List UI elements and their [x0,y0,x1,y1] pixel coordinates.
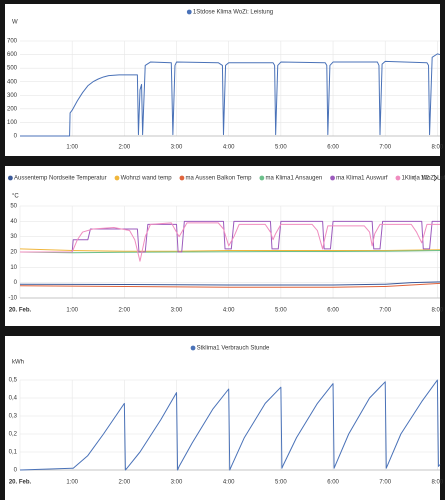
x-tick-label: 6:00 [327,480,339,486]
x-tick-label: 6:00 [327,308,339,314]
panel [5,336,440,500]
y-tick-label: 0 [14,468,18,474]
x-tick-label: 8:00 [432,308,444,314]
y-tick-label: 0,3 [9,414,18,420]
legend-label: ma Klima1 Auswurf [336,176,388,182]
y-tick-label: 50 [10,204,17,210]
y-tick-label: 40 [10,219,17,225]
legend-marker [7,175,13,181]
series-line [20,222,440,262]
y-tick-label: 10 [10,265,17,271]
y-tick-label: 100 [7,120,18,126]
x-tick-label: 2:00 [119,308,131,314]
legend-label: Stklima1 Verbrauch Stunde [197,346,270,352]
legend-label: 1Stdose Klima WoZi: Leistung [193,10,273,16]
x-tick-label: 7:00 [379,480,391,486]
x-tick-label: 3:00 [171,308,183,314]
y-tick-label: 0,2 [9,432,18,438]
x-tick-label: 2:00 [119,145,131,151]
x-tick-label: 5:00 [275,480,287,486]
y-axis-unit: °C [12,194,19,200]
y-tick-label: 500 [7,66,18,72]
y-tick-label: 0,4 [9,396,18,402]
legend-prev[interactable] [412,174,417,182]
legend-next[interactable] [433,174,438,182]
legend-page: 1/2 [421,176,430,182]
y-tick-label: 700 [7,39,18,45]
x-tick-label: 1:00 [66,480,78,486]
y-tick-label: 200 [7,106,18,112]
x-tick-label: 20. Feb. [9,308,32,314]
x-tick-label: 5:00 [275,308,287,314]
y-tick-label: 0 [14,280,18,286]
legend-label: ma Klima1 Ansaugen [265,176,322,182]
y-tick-label: 20 [10,250,17,256]
y-tick-label: 0 [14,134,18,140]
x-tick-label: 8:00 [432,145,444,151]
x-tick-label: 2:00 [119,480,131,486]
legend-marker [259,175,265,181]
x-tick-label: 1:00 [66,145,78,151]
legend-marker [114,175,120,181]
legend-label: ma Aussen Balkon Temp [186,176,253,182]
legend-label: Wohnzi wand temp [121,176,173,182]
x-tick-label: 8:00 [432,480,444,486]
series-line [19,248,441,252]
x-tick-label: 3:00 [171,480,183,486]
x-tick-label: 5:00 [275,145,287,151]
x-tick-label: 3:00 [171,145,183,151]
y-tick-label: 30 [10,234,17,240]
x-tick-label: 6:00 [327,145,339,151]
y-tick-label: 0,1 [9,450,18,456]
y-tick-label: 400 [7,79,18,85]
x-tick-label: 1:00 [66,308,78,314]
series-line [19,282,441,288]
legend-label: 1Klima WoZi Luft BT… [402,176,445,182]
legend-marker [179,175,185,181]
series-line [19,249,441,254]
y-tick-label: 300 [7,93,18,99]
series-line [20,220,440,253]
legend-label: Aussentemp Nordseite Temperatur [14,176,107,182]
y-tick-label: 0,5 [9,378,18,384]
series-line [19,281,441,286]
legend-marker [395,175,401,181]
y-axis-unit: kWh [12,360,24,366]
legend-marker [190,345,196,351]
x-tick-label: 4:00 [223,145,235,151]
x-tick-label: 4:00 [223,308,235,314]
series-line [19,379,441,471]
legend-marker [330,175,335,181]
x-tick-label: 4:00 [223,480,235,486]
x-tick-label: 7:00 [379,145,391,151]
y-tick-label: 600 [7,52,18,58]
y-tick-label: -10 [8,296,17,302]
x-tick-label: 20. Feb. [9,480,32,486]
series-line [20,53,441,137]
x-tick-label: 7:00 [379,308,391,314]
panel [5,166,440,326]
y-axis-unit: W [12,20,18,26]
legend-marker [186,9,192,15]
